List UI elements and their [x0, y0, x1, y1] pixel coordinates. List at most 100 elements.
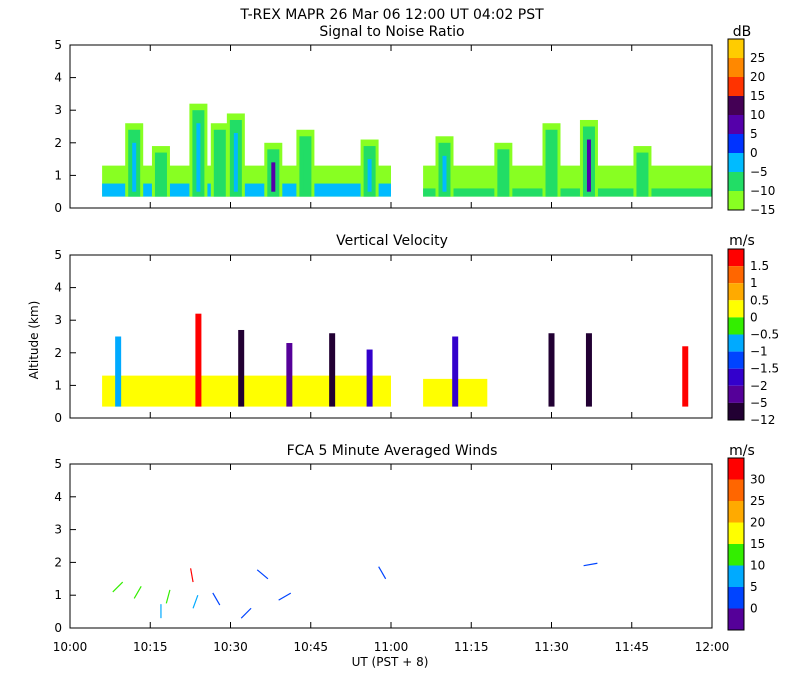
figure-title: T-REX MAPR 26 Mar 06 12:00 UT 04:02 PST	[239, 7, 544, 23]
y-tick-label: 2	[54, 346, 62, 360]
wind-barb	[583, 562, 598, 567]
colorbar-swatch	[728, 39, 744, 58]
wind-barb	[256, 569, 269, 580]
colorbar-swatch	[728, 317, 744, 335]
vv-colorbar: m/s 1.5 1 0.5 0 −0.5 −1 −1.5 −2 −5 −12	[727, 233, 779, 427]
velocity-streak	[238, 329, 245, 407]
wind-barb	[278, 592, 292, 601]
x-tick-label: 11:30	[534, 640, 569, 654]
colorbar-label: 25	[750, 494, 765, 508]
colorbar-swatch	[728, 249, 744, 267]
plume-core	[549, 142, 554, 192]
wind-colorbar-unit: m/s	[729, 443, 755, 459]
plume-core	[132, 142, 137, 192]
wind-barb	[112, 581, 124, 593]
colorbar-label: −0.5	[750, 328, 779, 342]
y-tick-label: 3	[54, 523, 62, 537]
x-tick-label: 10:45	[293, 640, 328, 654]
velocity-streak	[682, 346, 689, 407]
field-segment	[102, 183, 391, 197]
colorbar-label: 1.5	[750, 259, 769, 273]
field-segment	[102, 375, 391, 407]
y-tick-label: 1	[54, 378, 62, 392]
colorbar-label: 5	[750, 127, 758, 141]
velocity-streak	[585, 333, 592, 407]
colorbar-label: −1	[750, 345, 768, 359]
colorbar-label: −12	[750, 413, 775, 427]
colorbar-swatch	[728, 334, 744, 352]
x-tick-label: 11:15	[454, 640, 489, 654]
field-segment	[423, 188, 712, 197]
colorbar-label: 5	[750, 580, 758, 594]
colorbar-label: 20	[750, 70, 765, 84]
vv-panel-title: Vertical Velocity	[336, 233, 448, 249]
colorbar-swatch	[728, 153, 744, 172]
colorbar-swatch	[728, 191, 744, 210]
colorbar-swatch	[728, 385, 744, 403]
colorbar-label: −5	[750, 396, 768, 410]
plume-core	[271, 162, 276, 192]
velocity-streak	[115, 336, 122, 407]
plume-core	[196, 123, 201, 192]
colorbar-label: −2	[750, 379, 768, 393]
y-tick-label: 0	[54, 411, 62, 425]
velocity-streak	[286, 343, 293, 407]
y-tick-label: 4	[54, 281, 62, 295]
velocity-streak	[452, 336, 459, 407]
snr-colorbar-unit: dB	[733, 24, 752, 40]
colorbar-swatch	[728, 565, 744, 587]
y-tick-label: 5	[54, 38, 62, 52]
y-tick-label: 3	[54, 103, 62, 117]
x-tick-label: 11:45	[614, 640, 649, 654]
y-tick-label: 2	[54, 555, 62, 569]
colorbar-label: 0	[750, 310, 758, 324]
colorbar-label: −10	[750, 184, 775, 198]
colorbar-label: 30	[750, 473, 765, 487]
velocity-streak	[195, 313, 202, 407]
colorbar-label: 20	[750, 516, 765, 530]
x-tick-label: 12:00	[695, 640, 730, 654]
wind-barb	[192, 594, 199, 609]
colorbar-label: 10	[750, 108, 765, 122]
y-tick-label: 4	[54, 490, 62, 504]
colorbar-swatch	[728, 479, 744, 501]
plume-core	[501, 162, 506, 192]
plume-core	[586, 139, 591, 192]
colorbar-swatch	[728, 58, 744, 77]
plume-core	[442, 155, 447, 192]
colorbar-label: 0	[750, 146, 758, 160]
plume-core	[158, 165, 163, 192]
colorbar-swatch	[728, 77, 744, 96]
colorbar-swatch	[728, 368, 744, 386]
plume-core	[233, 133, 238, 192]
x-tick-labels: 10:00 10:15 10:30 10:45 11:00 11:15 11:30 11:45…	[53, 640, 730, 654]
snr-panel-title: Signal to Noise Ratio	[319, 24, 464, 40]
x-tick-label: 10:00	[53, 640, 88, 654]
wind-panel: 0 1 2 3 4 5	[54, 457, 713, 635]
x-axis-label: UT (PST + 8)	[352, 655, 429, 669]
x-tick-label: 11:00	[374, 640, 409, 654]
velocity-streak	[366, 349, 373, 407]
snr-colorbar: dB 25 20 15 10 5 0 −5 −10 −15	[727, 24, 775, 217]
y-tick-label: 5	[54, 457, 62, 471]
colorbar-swatch	[728, 501, 744, 523]
colorbar-swatch	[728, 544, 744, 566]
colorbar-frame	[727, 38, 745, 211]
velocity-streak	[548, 333, 555, 407]
plume-core	[367, 159, 372, 192]
plume-core	[640, 165, 645, 192]
colorbar-label: 0.5	[750, 293, 769, 307]
y-tick-label: 0	[54, 201, 62, 215]
field	[102, 313, 689, 407]
colorbar-label: −1.5	[750, 362, 779, 376]
colorbar-swatch	[728, 522, 744, 544]
colorbar-swatch	[728, 115, 744, 134]
x-tick-label: 10:30	[213, 640, 248, 654]
colorbar-label: 25	[750, 51, 765, 65]
colorbar-frame	[727, 248, 745, 421]
vv-panel: 0 1 2 3 4 5	[54, 248, 713, 425]
wind-barb	[240, 607, 252, 619]
wind-colorbar: m/s 30 25 20 15 10 5 0	[727, 443, 765, 631]
y-tick-label: 1	[54, 588, 62, 602]
